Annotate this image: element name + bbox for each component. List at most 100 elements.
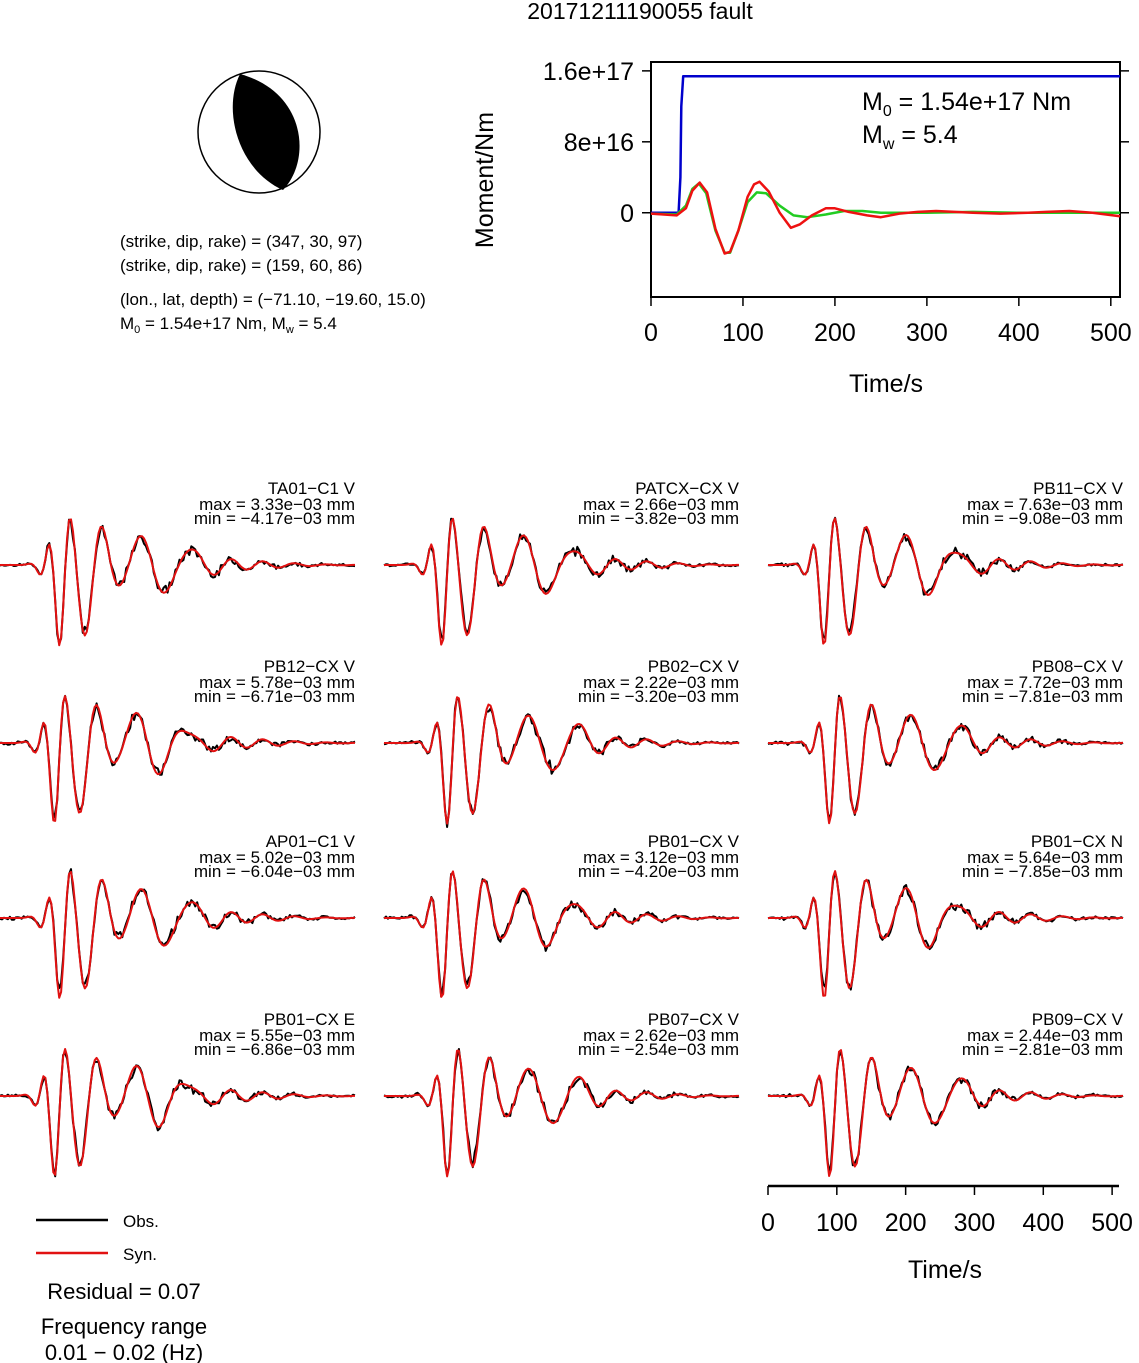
waveform-x-tick-label: 200	[885, 1209, 927, 1237]
residual-text: Residual = 0.07	[47, 1279, 201, 1304]
moment-curve	[651, 74, 1120, 215]
station-min: min = −3.82e−03 mm	[578, 509, 739, 528]
moment-rate-red	[650, 180, 1121, 255]
moment-plot-frame	[650, 61, 1121, 298]
synthetic-waveform	[0, 1048, 355, 1176]
waveform-x-tick-label: 0	[761, 1209, 775, 1237]
moment-m0-value: = 1.54e+17 Nm	[892, 88, 1071, 116]
station-min: min = −4.17e−03 mm	[194, 509, 355, 528]
station-name: PB08−CX V	[1032, 657, 1124, 676]
synthetic-waveform	[768, 517, 1123, 645]
station-max: max = 5.78e−03 mm	[199, 673, 355, 692]
station-min: min = −2.81e−03 mm	[962, 1040, 1123, 1059]
moment-y-label: Moment/Nm	[471, 112, 499, 248]
moment-annotation-mw: Mw = 5.4	[862, 121, 958, 153]
moment-x-tick-label: 0	[644, 319, 658, 347]
legend-syn-label: Syn.	[123, 1245, 157, 1264]
moment-y-tick-label: 8e+16	[564, 129, 634, 157]
station-max: max = 5.64e−03 mm	[967, 848, 1123, 867]
station-min: min = −7.85e−03 mm	[962, 862, 1123, 881]
waveform-x-label: Time/s	[908, 1256, 982, 1284]
synthetic-waveform	[0, 695, 355, 822]
moment-series	[650, 74, 1121, 255]
figure-title: 20171211190055 fault	[527, 0, 753, 24]
station-min: min = −3.20e−03 mm	[578, 687, 739, 706]
moment-x-tick-label: 200	[814, 319, 856, 347]
synthetic-waveform	[384, 870, 739, 998]
moment-x-tick-label: 100	[722, 319, 764, 347]
moment-x-tick-label: 300	[906, 319, 948, 347]
mechanism-line-4: M0 = 1.54e+17 Nm, Mw = 5.4	[120, 314, 337, 336]
synthetic-waveform	[384, 1049, 739, 1178]
station-min: min = −9.08e−03 mm	[962, 509, 1123, 528]
station-name: PB01−CX V	[648, 832, 740, 851]
moment-mw-subscript: w	[882, 136, 895, 153]
synthetic-waveform	[768, 1049, 1123, 1177]
station-max: max = 5.55e−03 mm	[199, 1026, 355, 1045]
mechanism-info: (strike, dip, rake) = (347, 30, 97) (str…	[120, 232, 426, 336]
station-max: max = 3.12e−03 mm	[583, 848, 739, 867]
synthetic-waveform	[0, 518, 355, 647]
mechanism-line-3: (lon., lat, depth) = (−71.10, −19.60, 15…	[120, 290, 426, 309]
station-max: max = 2.66e−03 mm	[583, 495, 739, 514]
moment-x-tick-label: 400	[998, 319, 1040, 347]
synthetic-waveform	[0, 870, 355, 999]
observed-waveform	[767, 694, 1124, 821]
station-max: max = 2.44e−03 mm	[967, 1026, 1123, 1045]
synthetic-waveform	[384, 517, 739, 646]
legend-obs-label: Obs.	[123, 1212, 159, 1231]
waveform-time-axis: Time/s 0 100 200 300 400 500	[761, 1184, 1133, 1284]
beachball	[197, 70, 321, 194]
moment-mw-prefix: M	[862, 121, 883, 149]
waveform-x-tick-label: 500	[1091, 1209, 1133, 1237]
moment-m0-subscript: 0	[883, 103, 892, 120]
station-name: PB12−CX V	[264, 657, 356, 676]
mechanism-line-1: (strike, dip, rake) = (347, 30, 97)	[120, 232, 362, 251]
station-max: max = 2.22e−03 mm	[583, 673, 739, 692]
moment-y-tick-label: 1.6e+17	[543, 58, 634, 86]
mw-value: = 5.4	[294, 314, 337, 333]
station-name: AP01−C1 V	[266, 832, 356, 851]
moment-mw-value: = 5.4	[894, 121, 957, 149]
station-min: min = −6.04e−03 mm	[194, 862, 355, 881]
station-max: max = 7.63e−03 mm	[967, 495, 1123, 514]
synthetic-waveform	[768, 696, 1123, 825]
observed-waveform	[0, 1051, 356, 1178]
mw-subscript: w	[285, 324, 294, 336]
station-min: min = −6.86e−03 mm	[194, 1040, 355, 1059]
station-name: PATCX−CX V	[635, 479, 739, 498]
station-name: PB02−CX V	[648, 657, 740, 676]
station-name: PB09−CX V	[1032, 1010, 1124, 1029]
waveform-x-tick-label: 300	[954, 1209, 996, 1237]
moment-annotation-m0: M0 = 1.54e+17 Nm	[862, 88, 1071, 120]
synthetic-waveform	[384, 696, 739, 825]
station-name: PB01−CX N	[1031, 832, 1123, 851]
observed-waveform	[383, 696, 740, 828]
legend: Obs. Syn.	[36, 1212, 159, 1264]
station-max: max = 3.33e−03 mm	[199, 495, 355, 514]
synthetic-waveform	[768, 870, 1123, 997]
frequency-label: Frequency range	[41, 1314, 207, 1339]
waveform-x-tick-label: 400	[1022, 1209, 1064, 1237]
station-max: max = 2.62e−03 mm	[583, 1026, 739, 1045]
beachball-compression	[232, 74, 300, 190]
m0-prefix: M	[120, 314, 134, 333]
frequency-value: 0.01 − 0.02 (Hz)	[45, 1340, 203, 1363]
station-min: min = −6.71e−03 mm	[194, 687, 355, 706]
moment-x-tick-label: 500	[1090, 319, 1132, 347]
moment-m0-prefix: M	[862, 88, 883, 116]
moment-y-tick-label: 0	[620, 200, 634, 228]
